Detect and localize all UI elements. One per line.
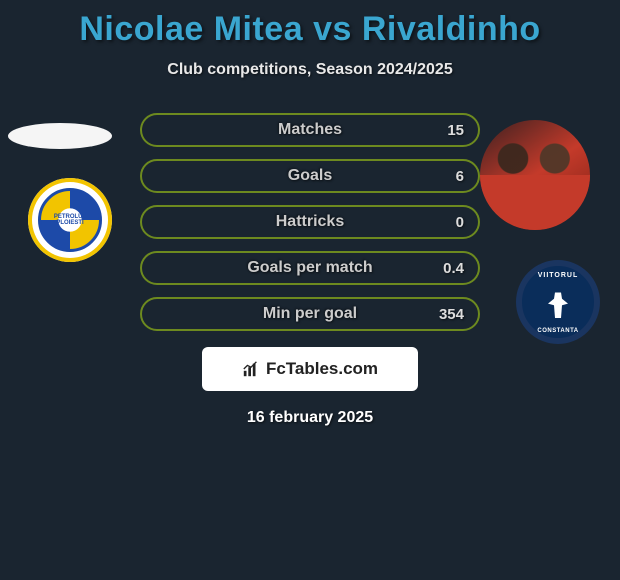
stat-row: Goals6 (140, 159, 480, 193)
player2-avatar-img (480, 120, 590, 230)
brand-text: FcTables.com (266, 359, 378, 379)
player1-avatar (8, 123, 112, 149)
stat-row: Goals per match0.4 (140, 251, 480, 285)
club-right-top-text: VIITORUL (522, 272, 594, 279)
player2-club-badge: VIITORUL CONSTANTA (516, 260, 600, 344)
date-text: 16 february 2025 (0, 409, 620, 427)
club-left-label: PETROLUL PLOIESTI (54, 214, 86, 226)
player2-name: Rivaldinho (362, 10, 541, 48)
club-right-figure-icon (548, 286, 568, 318)
stat-label: Goals per match (142, 259, 478, 277)
club-right-bot-text: CONSTANTA (522, 328, 594, 334)
stat-label: Hattricks (142, 213, 478, 231)
stat-row: Min per goal354 (140, 297, 480, 331)
stat-label: Matches (142, 121, 478, 139)
stat-label: Min per goal (142, 305, 478, 323)
stat-row: Hattricks0 (140, 205, 480, 239)
stat-label: Goals (142, 167, 478, 185)
vs-separator: vs (313, 10, 352, 48)
player1-club-badge: PETROLUL PLOIESTI (28, 178, 112, 262)
club-right-graphic: VIITORUL CONSTANTA (522, 266, 594, 338)
comparison-title: Nicolae Mitea vs Rivaldinho (0, 0, 620, 49)
brand-box: FcTables.com (202, 347, 418, 391)
brand-chart-icon (242, 360, 260, 378)
player2-avatar (480, 120, 590, 230)
subtitle: Club competitions, Season 2024/2025 (0, 61, 620, 79)
player1-name: Nicolae Mitea (79, 10, 303, 48)
stat-row: Matches15 (140, 113, 480, 147)
